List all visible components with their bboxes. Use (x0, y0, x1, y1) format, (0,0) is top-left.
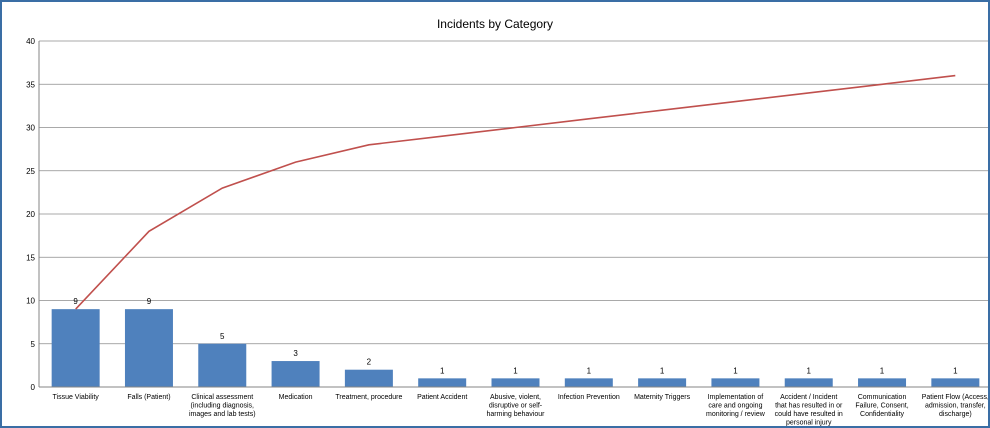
bar (51, 309, 100, 387)
y-tick-label: 10 (26, 297, 35, 306)
x-category-label: Patient Accident (417, 394, 467, 401)
x-category-label: Patient Flow (Access, admission, transfer… (922, 394, 988, 418)
bar (931, 378, 980, 387)
bar (858, 378, 907, 387)
chart-title: Incidents by Category (437, 17, 553, 31)
x-category-label: Infection Prevention (558, 394, 620, 401)
bar (124, 309, 173, 387)
x-category-label: Implementation of care and ongoing monitor… (706, 394, 766, 418)
bar (198, 343, 247, 387)
bar-data-label: 1 (660, 366, 665, 375)
bar-data-label: 1 (587, 366, 592, 375)
bar-data-label: 2 (367, 358, 372, 367)
bar (491, 378, 540, 387)
bar (344, 369, 393, 387)
y-tick-label: 5 (31, 340, 36, 349)
bar-data-label: 1 (953, 366, 958, 375)
y-axis: 0 5 10 15 20 25 30 35 40 (26, 37, 40, 392)
x-category-label: Abusive, violent, disruptive or self-harm… (487, 394, 546, 418)
bar-data-label: 1 (440, 366, 445, 375)
bar-data-label: 1 (807, 366, 812, 375)
bar (564, 378, 613, 387)
bar-data-label: 9 (147, 297, 152, 306)
x-category-label: Accident / Incident that has resulted in … (775, 394, 843, 426)
x-axis: Tissue Viability Falls (Patient) Clinical … (39, 386, 988, 426)
cumulative-line-series (75, 74, 956, 310)
bar-data-label: 5 (220, 332, 225, 341)
y-tick-label: 15 (26, 253, 35, 262)
x-category-label: Medication (279, 394, 313, 401)
bar (271, 361, 320, 387)
y-tick-label: 0 (31, 383, 36, 392)
bar-data-label: 9 (73, 297, 78, 306)
y-tick-label: 35 (26, 80, 35, 89)
x-category-label: Tissue Viability (53, 394, 100, 401)
x-category-label: Communication Failure, Consent, Confidenti… (855, 394, 908, 418)
bar-data-label: 1 (513, 366, 518, 375)
x-category-label: Clinical assessment (including diagnosis,… (189, 394, 256, 418)
bar (784, 378, 833, 387)
gridlines (39, 40, 988, 345)
cumulative-line (75, 74, 956, 310)
y-tick-label: 20 (26, 210, 35, 219)
data-labels: 9 9 5 3 2 1 1 1 1 1 1 1 1 (73, 297, 958, 375)
bar (711, 378, 760, 387)
bar-data-label: 1 (733, 366, 738, 375)
x-category-label: Falls (Patient) (127, 394, 170, 401)
y-tick-label: 30 (26, 124, 35, 133)
x-category-label: Maternity Triggers (634, 394, 691, 401)
bar-data-label: 3 (293, 349, 298, 358)
bar (418, 378, 467, 387)
bar (638, 378, 687, 387)
y-tick-label: 25 (26, 167, 35, 176)
x-category-label: Treatment, procedure (335, 394, 402, 401)
y-tick-label: 40 (26, 37, 35, 46)
bar-series (51, 309, 980, 387)
bar-data-label: 1 (880, 366, 885, 375)
